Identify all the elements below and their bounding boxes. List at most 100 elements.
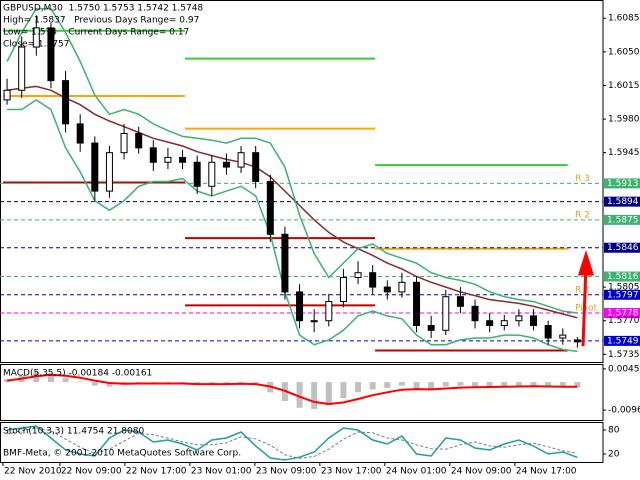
level-price: 1.5846 [607,243,639,253]
macd-bar [530,382,537,386]
level-price: 1.5875 [607,215,639,225]
candle-body [310,320,318,323]
level-box [604,308,640,319]
macd-bar [340,382,347,399]
indicator-line [6,7,578,314]
x-tick-label: 22 Nov 2010 [4,467,62,477]
copyright: BMF-Meta, © 2001-2010 MetaQuotes Softwar… [3,449,241,459]
macd-bar [515,382,522,386]
candle-body [339,277,347,303]
main-panel-border [0,0,604,363]
macd-bar [398,382,405,386]
candle-body [91,142,99,192]
candle-body [76,123,84,144]
macd-title: MACD(5,35,5) -0.00184 -0.00161 [3,369,152,379]
macd-bar [486,382,493,388]
y-tick-label: 1.6050 [608,47,640,57]
macd-bar [4,379,11,383]
macd-bar [91,382,98,386]
macd-bar [325,382,332,406]
stoch-title: Stoch(10,3,3) 11.4754 21.8080 [3,427,144,437]
y-tick-label: 1.5805 [608,283,640,293]
macd-bar [501,382,508,387]
macd-bar [428,382,435,391]
chart-title: GBPUSD,M30 1.5750 1.5753 1.5742 1.5748 [3,4,203,14]
level-box [604,214,640,225]
y-tick-label: 1.6015 [608,81,640,91]
stoch-panel-border [0,422,604,463]
y-tick-label: 20 [608,450,620,460]
candle-body [544,325,552,339]
level-label: R 3 [575,174,590,184]
level-box [604,289,640,300]
x-tick-label: 23 Nov 09:00 [256,467,317,477]
macd-bar [574,382,581,388]
x-tick-label: 22 Nov 09:00 [61,467,122,477]
x-tick-label: 24 Nov 01:00 [386,467,447,477]
macd-bar [472,382,479,387]
macd-bar [545,382,552,388]
level-price: 1.5816 [607,272,639,282]
candle-body [559,334,567,339]
y-tick-label: 1.6085 [608,14,640,24]
level-price: 1.5894 [607,197,639,207]
candle-body [105,152,113,192]
x-tick-label: 22 Nov 17:00 [126,467,187,477]
macd-panel-border [0,364,604,421]
level-box [604,271,640,282]
macd-bar [442,382,449,387]
candle-body [47,27,55,82]
candle-body [325,301,333,322]
x-tick-label: 24 Nov 17:00 [516,467,577,477]
y-tick-label: -0.00961 [608,406,640,416]
candle-body [413,281,421,327]
candle-body [32,27,40,48]
candle-body [18,46,26,91]
y-tick-label: 0.00451 [608,364,640,374]
candle-body [456,296,464,307]
candle-body [486,320,494,327]
y-tick-label: 1.5735 [608,350,640,360]
candle-body [354,272,362,279]
candle-body [3,89,11,101]
stoch-line [6,425,578,461]
candle-body [208,161,216,187]
macd-bar [106,382,113,387]
stoch-line [6,427,578,459]
macd-bar [223,382,230,384]
candle-body [573,339,581,343]
indicator-line [6,85,578,319]
candle-body [398,281,406,293]
macd-bar [47,373,54,383]
macd-bar [369,382,376,390]
candle-body [62,80,70,125]
level-box [604,178,640,189]
macd-bar [384,382,391,388]
x-tick-label: 23 Nov 17:00 [321,467,382,477]
y-tick-label: 1.5770 [608,316,640,326]
macd-signal [6,373,578,406]
x-tick-label: 23 Nov 01:00 [191,467,252,477]
macd-bar [413,382,420,389]
macd-bar [62,377,69,383]
candle-body [120,132,128,154]
candle-body [281,233,289,293]
candle-body [164,156,172,163]
y-tick-label: 1.5945 [608,148,640,158]
level-label: Pivot [575,304,598,314]
macd-bar [135,382,142,383]
candle-body [149,147,157,163]
candle-body [252,152,260,182]
level-label: R 2 [575,210,590,220]
candle-body [222,161,230,168]
candle-body [266,180,274,235]
level-box [604,335,640,346]
candle-body [427,325,435,331]
plot-layer: 1.5913 R 3 1.5894 1.5875 R 2 1.5846 1.5816 1.57… [0,7,640,477]
level-price: 1.5778 [607,309,639,319]
macd-bar [311,382,318,409]
candle-body [500,320,508,327]
macd-bar [457,382,464,386]
macd-bar [296,382,303,408]
